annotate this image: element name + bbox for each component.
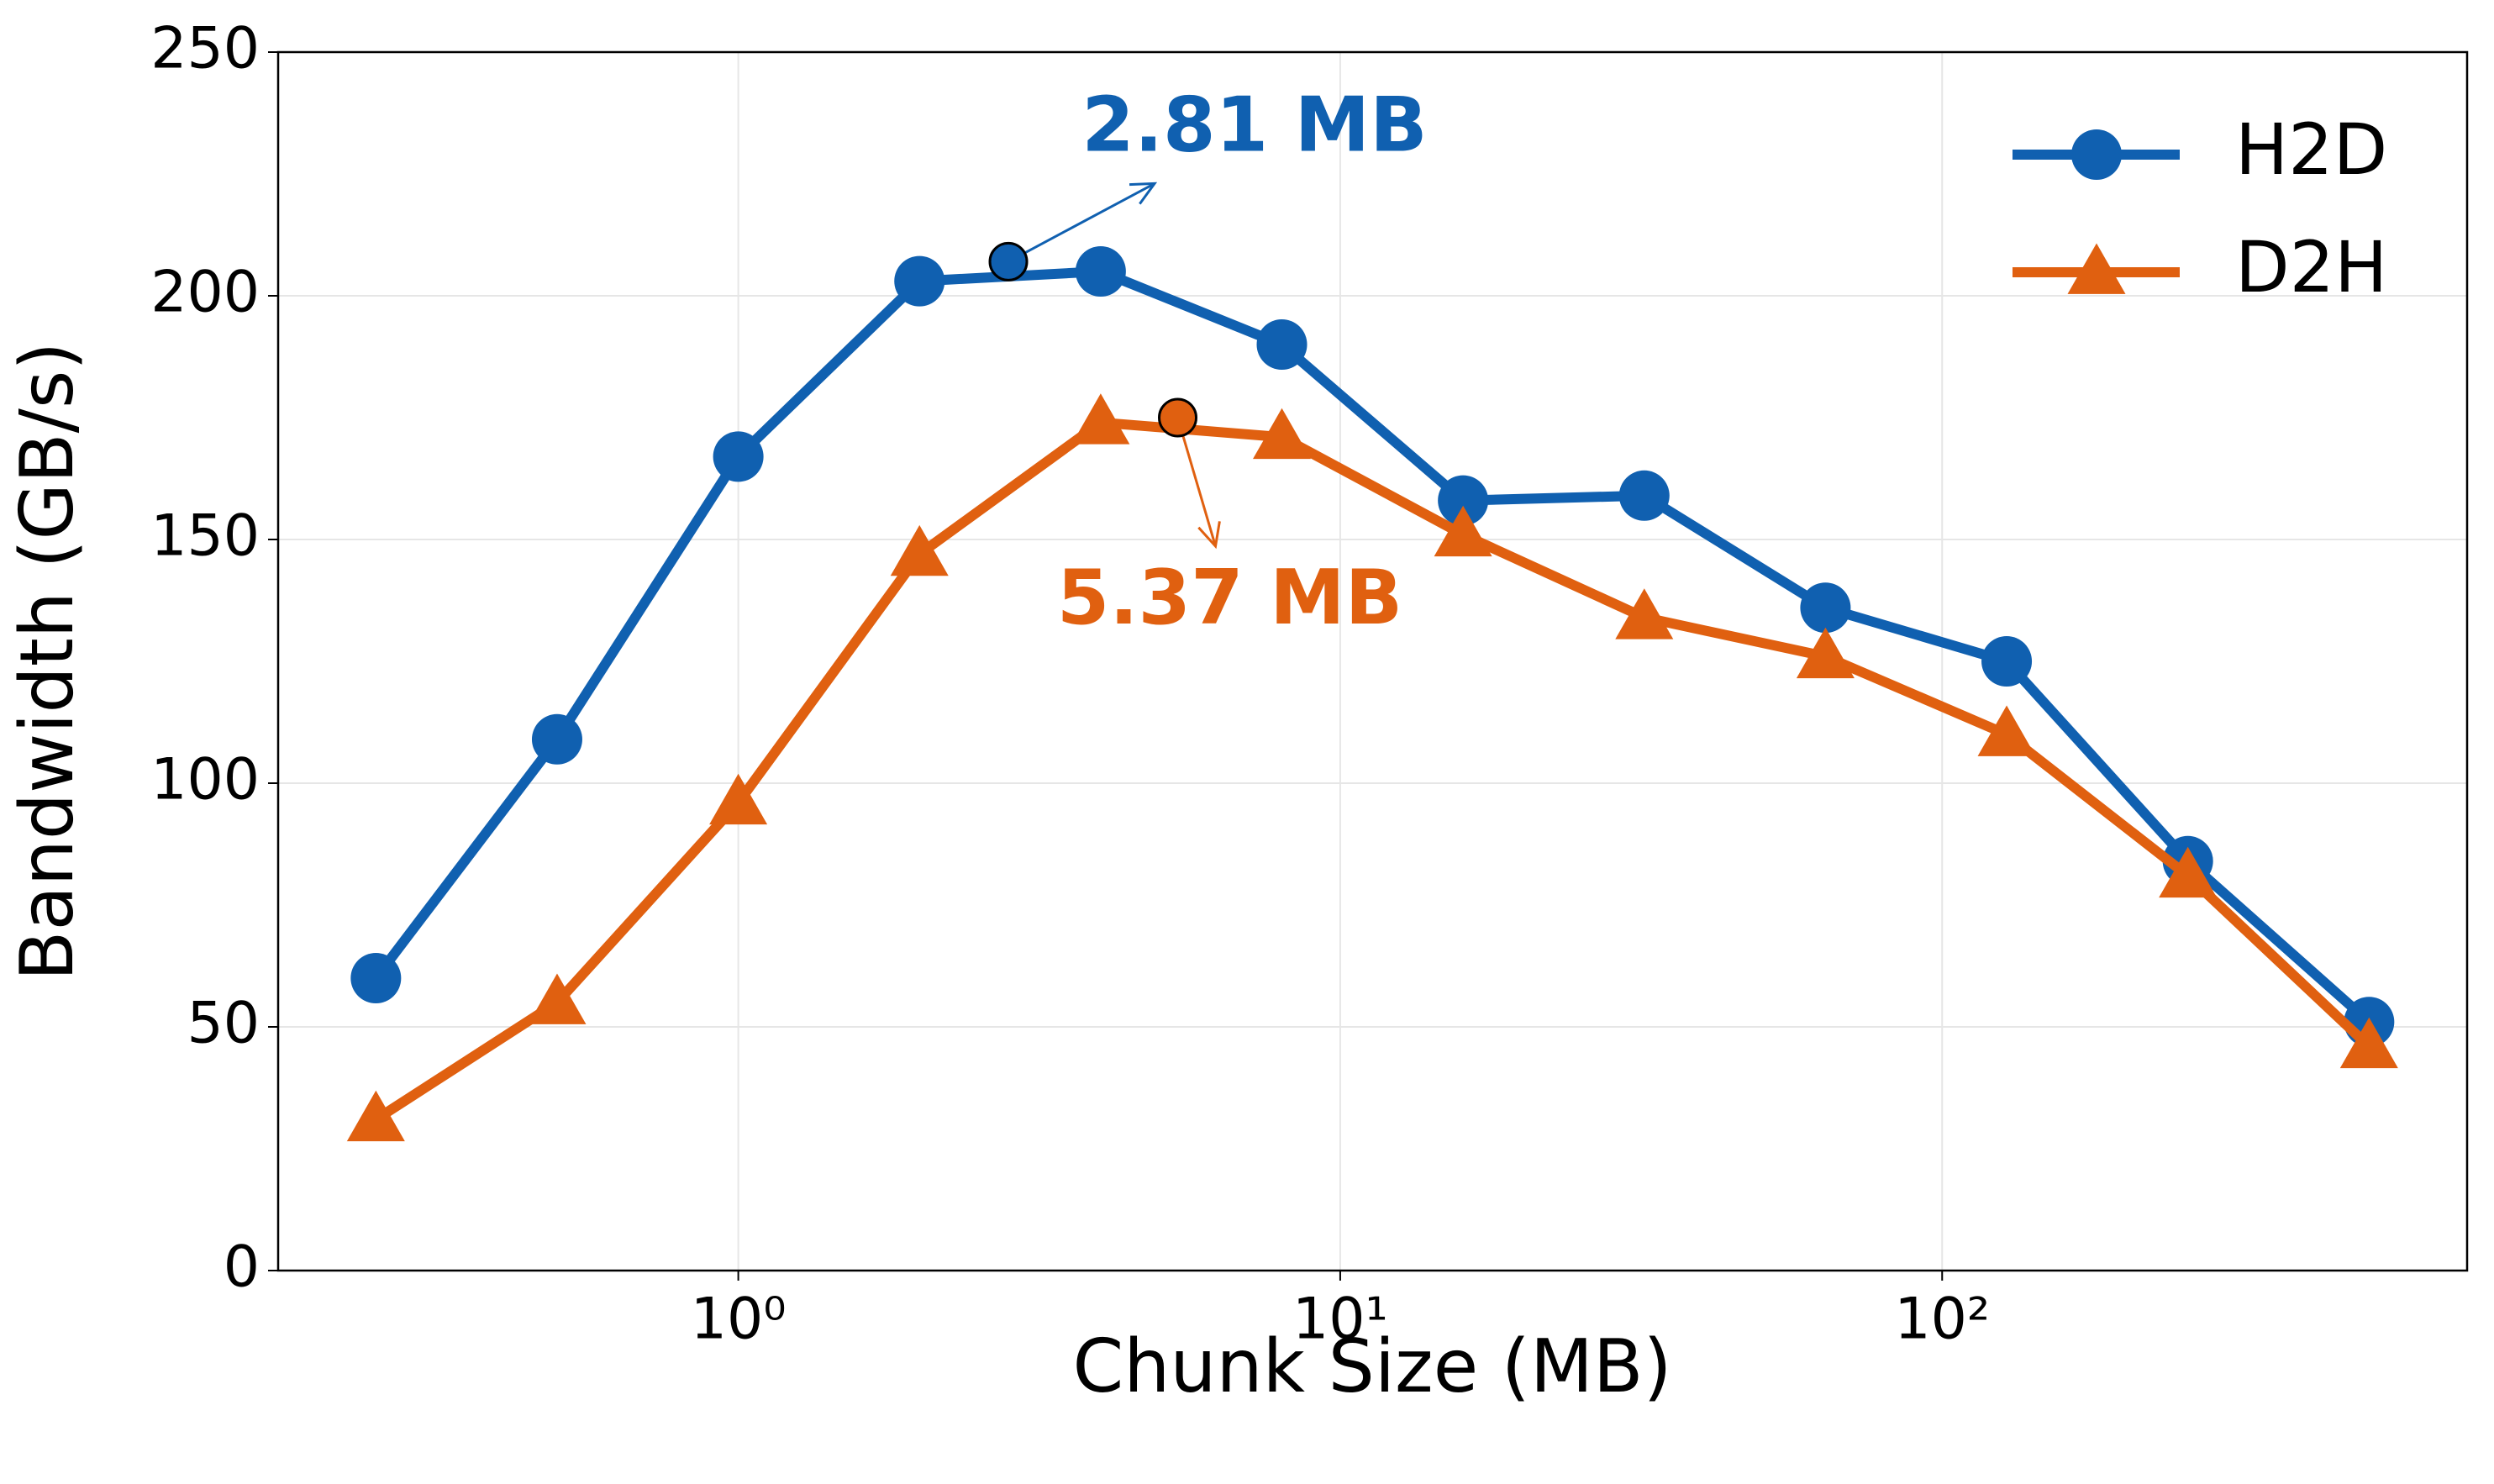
- annotation-label: 2.81 MB: [1081, 81, 1428, 169]
- annotation-arrow: [1008, 182, 1155, 263]
- annotation-point: [1158, 397, 1198, 438]
- marker: [1618, 470, 1670, 521]
- marker: [1981, 636, 2033, 687]
- marker: [2339, 1017, 2398, 1069]
- marker: [1438, 475, 1489, 526]
- marker: [1256, 319, 1308, 370]
- marker: [1071, 393, 1130, 445]
- legend-label: H2D: [2235, 108, 2387, 191]
- marker: [1075, 246, 1126, 297]
- plot-frame: [276, 50, 2469, 1272]
- marker: [531, 713, 582, 765]
- annotation-arrow: [1176, 417, 1217, 547]
- annotation-arrowhead: [1129, 182, 1158, 205]
- y-tick-label: 250: [150, 16, 260, 82]
- marker: [346, 1090, 405, 1142]
- legend-marker: [2071, 129, 2122, 180]
- marker: [1977, 705, 2036, 756]
- y-tick-label: 0: [224, 1234, 260, 1301]
- marker: [1253, 408, 1312, 460]
- marker: [709, 773, 768, 825]
- x-tick-label: 10²: [1894, 1287, 1990, 1353]
- marker: [2159, 846, 2218, 898]
- legend-marker: [2067, 243, 2126, 294]
- series-line: [371, 266, 2373, 1026]
- y-tick-label: 50: [187, 991, 260, 1057]
- marker: [713, 431, 764, 482]
- y-axis-label: Bandwidth (GB/s): [4, 342, 90, 981]
- y-tick-label: 200: [150, 260, 260, 326]
- marker: [1434, 505, 1492, 557]
- marker: [350, 953, 402, 1003]
- x-axis-label: Chunk Size (MB): [1072, 1323, 1671, 1409]
- marker: [1615, 588, 1674, 639]
- marker: [1796, 627, 1855, 679]
- series-line: [373, 417, 2373, 1124]
- annotation-point: [988, 241, 1029, 282]
- marker: [890, 524, 949, 576]
- x-tick-label: 10⁰: [691, 1287, 787, 1353]
- annotation-arrowhead: [1197, 521, 1221, 550]
- legend-label: D2H: [2235, 226, 2387, 308]
- y-tick-label: 100: [150, 747, 260, 813]
- annotation-label: 5.37 MB: [1057, 554, 1403, 642]
- x-tick-label: 10¹: [1292, 1287, 1388, 1353]
- marker: [1800, 582, 1851, 634]
- y-tick-label: 150: [150, 503, 260, 570]
- marker: [528, 973, 587, 1024]
- marker: [894, 255, 945, 307]
